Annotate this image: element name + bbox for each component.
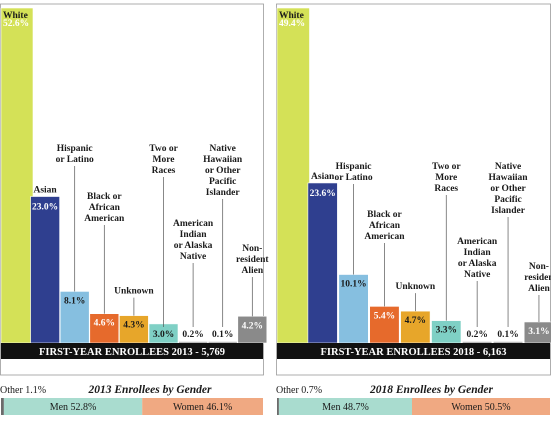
value-label: 3.3% <box>436 326 457 336</box>
category-label: African <box>369 221 401 231</box>
category-label: Pacific <box>494 195 521 205</box>
women-segment <box>411 398 550 415</box>
category-label: Unknown <box>396 282 436 292</box>
category-label: Asian <box>311 172 335 182</box>
men-label: Men 48.7% <box>322 402 369 413</box>
value-label: 3.0% <box>153 330 174 340</box>
other-segment <box>1 398 4 415</box>
category-label: Indian <box>180 230 208 240</box>
value-label: 0.1% <box>497 330 518 340</box>
category-label: Alien <box>528 284 550 294</box>
value-label: 4.7% <box>405 316 426 326</box>
value-label: 23.0% <box>32 203 58 213</box>
category-label: American <box>173 219 214 229</box>
women-label: Women 50.5% <box>451 402 510 413</box>
bar <box>0 7 34 344</box>
enrollees-band <box>277 343 550 359</box>
panel-frame <box>0 3 264 376</box>
value-label: 8.1% <box>64 296 85 306</box>
category-label: Two or <box>432 162 461 172</box>
gender-title: 2013 Enrollees by Gender <box>88 384 213 396</box>
category-label: or Other <box>490 184 526 194</box>
category-label: American <box>457 237 498 247</box>
other-gender-label: Other 1.1% <box>0 385 46 396</box>
value-label: 0.2% <box>466 330 487 340</box>
bar <box>207 341 238 344</box>
category-label: Black or <box>367 210 402 220</box>
category-label: Two or <box>149 144 178 154</box>
category-label: Pacific <box>209 177 236 187</box>
category-label: Islander <box>491 206 526 216</box>
category-label: or Latino <box>335 173 373 183</box>
category-label: White <box>279 11 304 21</box>
bar <box>178 341 208 344</box>
category-label: Native <box>464 270 490 280</box>
category-label: American <box>364 232 405 242</box>
category-label: More <box>435 173 457 183</box>
enrollees-band-label: FIRST-YEAR ENROLLEES 2013 - 5,769 <box>39 347 225 358</box>
bar <box>276 7 310 344</box>
women-label: Women 46.1% <box>173 402 232 413</box>
category-label: Non- <box>242 244 262 254</box>
men-segment <box>3 398 143 415</box>
category-label: Native <box>210 144 236 154</box>
category-label: Hispanic <box>336 162 372 172</box>
category-label: Races <box>434 184 458 194</box>
enrollees-band <box>1 343 263 359</box>
category-label: Hawaiian <box>203 155 243 165</box>
value-label: 3.1% <box>528 327 549 337</box>
value-label: 0.1% <box>212 330 233 340</box>
bar <box>307 182 338 344</box>
bar <box>30 196 60 344</box>
value-label: 4.2% <box>242 321 263 331</box>
value-label: 49.4% <box>279 19 305 29</box>
bar <box>492 341 524 344</box>
category-label: Asian <box>33 186 57 196</box>
category-label: residen <box>524 273 551 283</box>
category-label: Unknown <box>114 287 154 297</box>
category-label: or Other <box>205 166 241 176</box>
enrollees-band-label: FIRST-YEAR ENROLLEES 2018 - 6,163 <box>320 347 506 358</box>
category-label: White <box>3 11 28 21</box>
women-segment <box>142 398 263 415</box>
gender-title: 2018 Enrollees by Gender <box>369 384 494 396</box>
category-label: or Alaska <box>458 259 497 269</box>
bar <box>237 315 268 344</box>
category-label: Races <box>152 166 176 176</box>
value-label: 10.1% <box>340 280 366 290</box>
value-label: 5.4% <box>374 311 395 321</box>
value-label: 4.6% <box>94 319 115 329</box>
value-label: 4.3% <box>123 321 144 331</box>
value-label: 0.2% <box>182 330 203 340</box>
category-label: Native <box>180 252 206 262</box>
value-label: 52.6% <box>3 19 29 29</box>
category-label: African <box>89 203 121 213</box>
category-label: Non- <box>529 262 549 272</box>
value-label: 23.6% <box>310 189 336 199</box>
category-label: resident <box>236 255 269 265</box>
bar <box>462 341 493 344</box>
men-segment <box>278 398 412 415</box>
bar <box>338 274 369 344</box>
category-label: Indian <box>464 248 492 258</box>
bar <box>59 291 90 344</box>
category-label: Native <box>495 162 521 172</box>
category-label: More <box>153 155 175 165</box>
other-segment <box>277 398 279 415</box>
category-label: Hawaiian <box>489 173 529 183</box>
other-gender-label: Other 0.7% <box>276 385 322 396</box>
category-label: or Latino <box>56 155 94 165</box>
men-label: Men 52.8% <box>50 402 97 413</box>
category-label: Black or <box>87 192 122 202</box>
category-label: Alien <box>241 266 263 276</box>
category-label: American <box>84 214 125 224</box>
category-label: Hispanic <box>57 144 93 154</box>
category-label: Islander <box>206 188 241 198</box>
category-label: or Alaska <box>174 241 213 251</box>
